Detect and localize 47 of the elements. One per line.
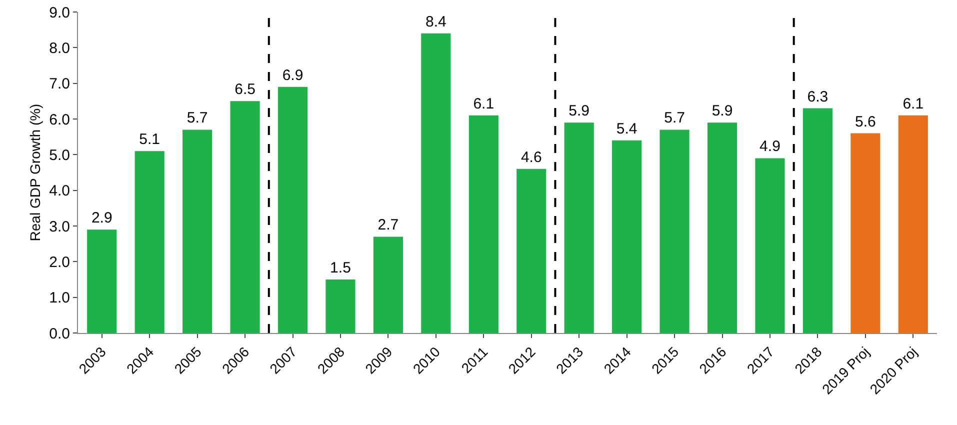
y-tick-label: 0.0	[49, 325, 70, 342]
data-label: 1.5	[330, 260, 351, 276]
bar	[182, 130, 212, 333]
bar	[564, 122, 594, 333]
bar	[755, 158, 785, 333]
data-label: 5.4	[616, 120, 638, 138]
y-tick-label: 1.0	[49, 290, 70, 307]
data-label: 5.1	[139, 131, 160, 148]
data-label: 6.5	[234, 81, 256, 98]
y-tick-label: 2.0	[49, 254, 70, 271]
data-label: 5.7	[664, 110, 685, 127]
bar	[707, 122, 738, 333]
bar	[87, 230, 117, 333]
data-label: 4.6	[520, 148, 542, 166]
bar	[421, 33, 451, 333]
bar	[660, 130, 690, 333]
data-label: 4.9	[760, 138, 780, 156]
y-tick-label: 3.0	[49, 218, 70, 236]
data-label: 2.9	[91, 210, 112, 227]
bar	[850, 133, 880, 333]
bar	[373, 236, 403, 333]
data-label: 6.3	[807, 88, 828, 106]
y-tick-label: 7.0	[49, 76, 70, 93]
data-label: 2.7	[378, 216, 399, 234]
data-label: 6.1	[473, 95, 494, 112]
y-tick-label: 9.0	[49, 4, 70, 22]
bar	[612, 140, 642, 333]
data-label: 5.6	[854, 113, 876, 130]
bar	[802, 108, 832, 333]
data-label: 5.9	[712, 102, 733, 120]
y-tick-label: 6.0	[49, 111, 70, 128]
bar	[468, 115, 498, 333]
bar	[278, 86, 308, 333]
bar	[898, 115, 928, 333]
bar	[230, 101, 260, 333]
data-label: 6.9	[282, 66, 304, 84]
bar	[516, 168, 546, 333]
y-tick-label: 5.0	[49, 146, 70, 164]
data-label: 5.9	[568, 102, 590, 120]
y-axis-title: Real GDP Growth (%)	[27, 104, 43, 242]
bar	[134, 151, 164, 333]
data-label: 6.1	[902, 95, 924, 112]
data-label: 8.4	[425, 13, 446, 30]
y-tick-label: 4.0	[49, 182, 70, 200]
y-tick-label: 8.0	[49, 40, 70, 57]
bar	[326, 280, 356, 333]
data-label: 5.7	[186, 110, 208, 127]
